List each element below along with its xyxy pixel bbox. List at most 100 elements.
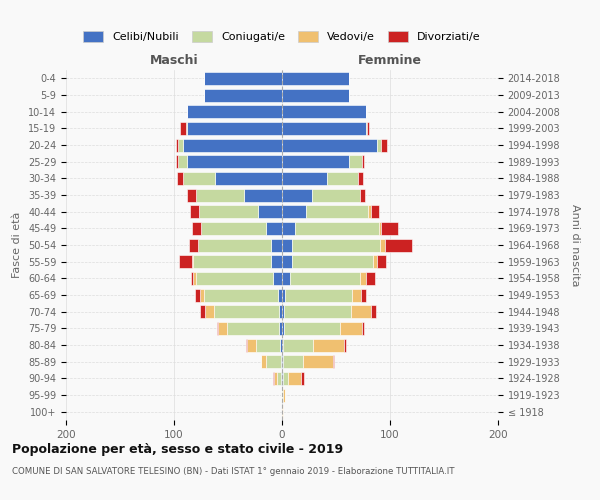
Bar — [281, 355, 282, 368]
Bar — [349, 155, 362, 168]
Bar — [187, 122, 282, 135]
Bar — [285, 288, 352, 302]
Bar — [247, 338, 256, 351]
Bar — [312, 188, 360, 202]
Bar — [366, 122, 367, 135]
Bar — [371, 305, 376, 318]
Bar — [190, 205, 199, 218]
Bar — [244, 188, 282, 202]
Bar — [214, 305, 279, 318]
Bar — [271, 238, 282, 252]
Bar — [282, 88, 349, 102]
Text: Popolazione per età, sesso e stato civile - 2019: Popolazione per età, sesso e stato civil… — [12, 442, 343, 456]
Bar — [204, 288, 278, 302]
Bar — [377, 138, 382, 151]
Bar — [200, 288, 204, 302]
Bar — [289, 372, 301, 385]
Bar — [333, 355, 334, 368]
Bar — [176, 155, 178, 168]
Bar — [204, 88, 282, 102]
Bar — [283, 338, 313, 351]
Bar — [181, 122, 186, 135]
Bar — [186, 122, 187, 135]
Bar — [284, 305, 351, 318]
Bar — [266, 222, 282, 235]
Bar — [282, 188, 312, 202]
Bar — [198, 238, 271, 252]
Bar — [283, 388, 285, 402]
Bar — [205, 305, 214, 318]
Bar — [367, 122, 370, 135]
Bar — [217, 322, 218, 335]
Bar — [306, 205, 368, 218]
Bar — [380, 238, 385, 252]
Bar — [177, 172, 182, 185]
Bar — [281, 372, 282, 385]
Bar — [313, 338, 344, 351]
Bar — [371, 205, 379, 218]
Bar — [282, 388, 283, 402]
Bar — [282, 372, 283, 385]
Bar — [196, 272, 274, 285]
Text: COMUNE DI SAN SALVATORE TELESINO (BN) - Dati ISTAT 1° gennaio 2019 - Elaborazion: COMUNE DI SAN SALVATORE TELESINO (BN) - … — [12, 468, 455, 476]
Bar — [361, 288, 366, 302]
Bar — [290, 272, 360, 285]
Bar — [282, 238, 292, 252]
Legend: Celibi/Nubili, Coniugati/e, Vedovi/e, Divorziati/e: Celibi/Nubili, Coniugati/e, Vedovi/e, Di… — [79, 26, 485, 46]
Bar — [282, 72, 349, 85]
Bar — [262, 355, 266, 368]
Bar — [377, 255, 386, 268]
Bar — [274, 372, 277, 385]
Bar — [282, 155, 349, 168]
Bar — [204, 72, 282, 85]
Bar — [182, 138, 282, 151]
Bar — [271, 255, 282, 268]
Y-axis label: Anni di nascita: Anni di nascita — [570, 204, 580, 286]
Bar — [282, 105, 366, 118]
Bar — [366, 272, 375, 285]
Bar — [187, 105, 282, 118]
Bar — [302, 355, 333, 368]
Bar — [193, 255, 271, 268]
Bar — [282, 222, 295, 235]
Bar — [196, 188, 244, 202]
Bar — [368, 205, 371, 218]
Bar — [277, 372, 281, 385]
Bar — [282, 322, 284, 335]
Bar — [279, 322, 282, 335]
Bar — [360, 272, 366, 285]
Bar — [373, 255, 377, 268]
Bar — [191, 272, 193, 285]
Bar — [282, 355, 283, 368]
Bar — [280, 338, 282, 351]
Bar — [362, 322, 364, 335]
Bar — [282, 122, 366, 135]
Bar — [274, 272, 282, 285]
Bar — [295, 222, 379, 235]
Bar — [182, 172, 215, 185]
Bar — [340, 322, 362, 335]
Bar — [282, 338, 283, 351]
Bar — [266, 355, 281, 368]
Bar — [358, 172, 363, 185]
Y-axis label: Fasce di età: Fasce di età — [13, 212, 22, 278]
Bar — [351, 305, 371, 318]
Bar — [193, 222, 201, 235]
Bar — [283, 355, 302, 368]
Bar — [282, 405, 283, 418]
Bar — [258, 205, 282, 218]
Bar — [344, 338, 346, 351]
Bar — [352, 288, 361, 302]
Bar — [176, 138, 178, 151]
Bar — [189, 238, 198, 252]
Bar — [382, 222, 398, 235]
Bar — [281, 388, 282, 402]
Bar — [227, 322, 279, 335]
Bar — [201, 222, 266, 235]
Bar — [328, 172, 358, 185]
Bar — [282, 138, 377, 151]
Bar — [282, 272, 290, 285]
Bar — [215, 172, 282, 185]
Bar — [279, 305, 282, 318]
Bar — [187, 155, 282, 168]
